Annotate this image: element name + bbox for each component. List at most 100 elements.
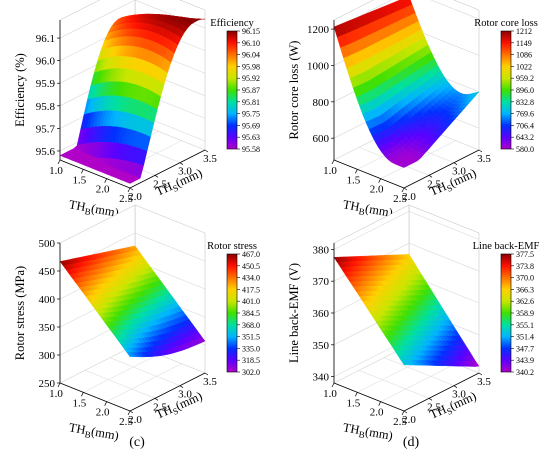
x-axis-label: THB(mm) — [341, 420, 393, 445]
panel-label: (d) — [403, 435, 420, 450]
colorbar-tick-label: 95.58 — [242, 145, 260, 154]
colorbar-tick-label: 95.92 — [242, 74, 260, 83]
z-axis-label: Rotor stress (MPa) — [13, 266, 27, 360]
x-axis-label: THB(mm) — [67, 197, 119, 222]
colorbar-tick-label: 384.5 — [242, 309, 260, 318]
surface-cell — [400, 164, 408, 168]
x-tick-label: 1.5 — [346, 397, 360, 409]
colorbar-tick-label: 896.0 — [516, 86, 534, 95]
colorbar-tick-label: 1086 — [516, 51, 532, 60]
surface-plot — [59, 245, 206, 358]
z-tick-label: 400 — [39, 294, 56, 306]
colorbar-tick-label: 95.87 — [242, 86, 260, 95]
y-tick-label: 2.5 — [153, 401, 167, 413]
z-tick-label: 350 — [313, 340, 330, 352]
x-axis-label: THB(mm) — [67, 420, 119, 445]
colorbar-tick-label: 467.0 — [242, 250, 260, 259]
z-axis-label: Efficiency (%) — [13, 53, 27, 127]
colorbar-tick-label: 318.5 — [242, 356, 260, 365]
y-tick-label: 2.0 — [128, 191, 142, 203]
surface-plot — [333, 0, 480, 168]
colorbar-tick-label: 347.7 — [516, 344, 534, 353]
colorbar-tick-label: 643.2 — [516, 133, 534, 142]
y-tick-label: 2.0 — [402, 414, 416, 426]
colorbar-title: Rotor core loss — [474, 18, 538, 29]
surface-cell — [126, 180, 134, 184]
x-axis-label: THB(mm) — [341, 197, 393, 222]
z-tick-label: 360 — [313, 308, 330, 320]
x-tick-label: 2.0 — [96, 407, 110, 419]
x-axis-line — [333, 382, 405, 412]
colorbar-title: Efficiency — [210, 18, 254, 29]
x-tick-label: 1.5 — [72, 174, 86, 186]
colorbar-tick-label: 401.0 — [242, 297, 260, 306]
z-tick-label: 1200 — [307, 24, 330, 36]
x-tick-label: 2.5 — [119, 193, 133, 205]
colorbar-tick-label: 370.0 — [516, 274, 534, 283]
z-tick-label: 600 — [313, 133, 330, 145]
z-tick-label: 95.9 — [36, 78, 56, 90]
x-tick-label: 1.0 — [49, 388, 63, 400]
z-tick-label: 95.8 — [36, 101, 56, 113]
y-axis-line — [403, 149, 480, 189]
chart-panel-a: 95.695.795.895.996.096.11.01.52.02.52.02… — [13, 0, 260, 227]
colorbar-tick-label: 368.0 — [242, 321, 260, 330]
y-tick-label: 3.5 — [477, 153, 491, 165]
y-tick-label: 3.0 — [452, 389, 466, 401]
y-tick-label: 3.5 — [203, 153, 217, 165]
y-axis-line — [129, 149, 206, 189]
y-tick-label: 2.5 — [427, 401, 441, 413]
colorbar-tick-label: 96.04 — [242, 51, 260, 60]
z-tick-label: 450 — [39, 266, 56, 278]
colorbar-tick-label: 434.0 — [242, 274, 260, 283]
x-tick-label: 1.5 — [346, 174, 360, 186]
colorbar-tick-label: 450.5 — [242, 262, 260, 271]
y-tick-label: 3.5 — [203, 376, 217, 388]
y-tick-label: 2.0 — [402, 191, 416, 203]
colorbar-title: Rotor stress — [207, 241, 257, 252]
x-axis-line — [59, 159, 131, 189]
colorbar-tick-label: 96.10 — [242, 39, 260, 48]
colorbar-tick-label: 95.69 — [242, 121, 260, 130]
z-axis-label: Rotor core loss (W) — [287, 41, 301, 140]
x-tick-label: 1.5 — [72, 397, 86, 409]
z-tick-label: 1000 — [307, 60, 330, 72]
colorbar-tick-label: 417.5 — [242, 285, 260, 294]
z-tick-label: 800 — [313, 97, 330, 109]
y-tick-label: 3.0 — [178, 389, 192, 401]
colorbar-tick-label: 769.6 — [516, 110, 534, 119]
z-tick-label: 95.6 — [36, 146, 56, 158]
y-tick-label: 2.0 — [128, 414, 142, 426]
x-tick-label: 2.5 — [119, 416, 133, 428]
z-tick-label: 300 — [39, 350, 56, 362]
colorbar-tick-label: 832.8 — [516, 98, 534, 107]
y-axis-line — [129, 372, 206, 412]
colorbar-tick-label: 358.9 — [516, 309, 534, 318]
colorbar-tick-label: 1149 — [516, 39, 532, 48]
y-tick-label: 3.5 — [477, 376, 491, 388]
colorbar-tick-label: 373.8 — [516, 262, 534, 271]
x-tick-label: 2.0 — [96, 184, 110, 196]
z-tick-label: 96.0 — [36, 56, 56, 68]
z-tick-label: 350 — [39, 322, 56, 334]
colorbar-tick-label: 366.3 — [516, 285, 534, 294]
colorbar-tick-label: 377.5 — [516, 250, 534, 259]
colorbar-tick-label: 343.9 — [516, 356, 534, 365]
colorbar-tick-label: 355.1 — [516, 321, 534, 330]
y-tick-label: 2.5 — [153, 178, 167, 190]
colorbar-tick-label: 580.0 — [516, 145, 534, 154]
colorbar-tick-label: 706.4 — [516, 121, 534, 130]
x-axis-line — [333, 159, 405, 189]
x-tick-label: 2.0 — [370, 184, 384, 196]
y-tick-label: 3.0 — [452, 166, 466, 178]
x-tick-label: 2.5 — [393, 416, 407, 428]
colorbar-tick-label: 335.0 — [242, 344, 260, 353]
z-axis-label: Line back-EMF (V) — [287, 263, 301, 363]
z-tick-label: 96.1 — [36, 33, 55, 45]
panel-label: (c) — [129, 435, 145, 450]
chart-panel-b: 600800100012001.01.52.02.52.02.53.03.5Ro… — [287, 0, 538, 227]
x-tick-label: 1.0 — [323, 388, 337, 400]
x-tick-label: 2.0 — [370, 407, 384, 419]
